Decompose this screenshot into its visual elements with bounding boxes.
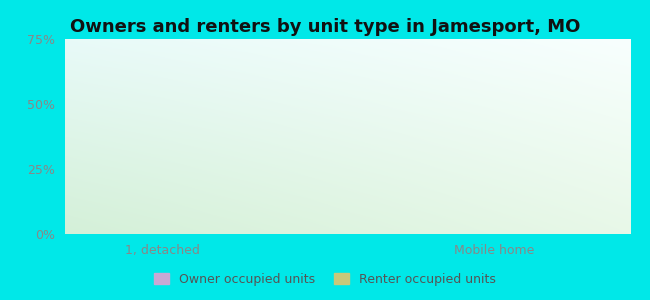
Legend: Owner occupied units, Renter occupied units: Owner occupied units, Renter occupied un…	[149, 268, 501, 291]
Bar	[100, 83, 162, 234]
Text: City-Data.com: City-Data.com	[522, 45, 614, 58]
Bar	[432, 217, 494, 234]
Bar	[494, 227, 556, 234]
Bar	[162, 190, 225, 234]
Text: Owners and renters by unit type in Jamesport, MO: Owners and renters by unit type in James…	[70, 18, 580, 36]
